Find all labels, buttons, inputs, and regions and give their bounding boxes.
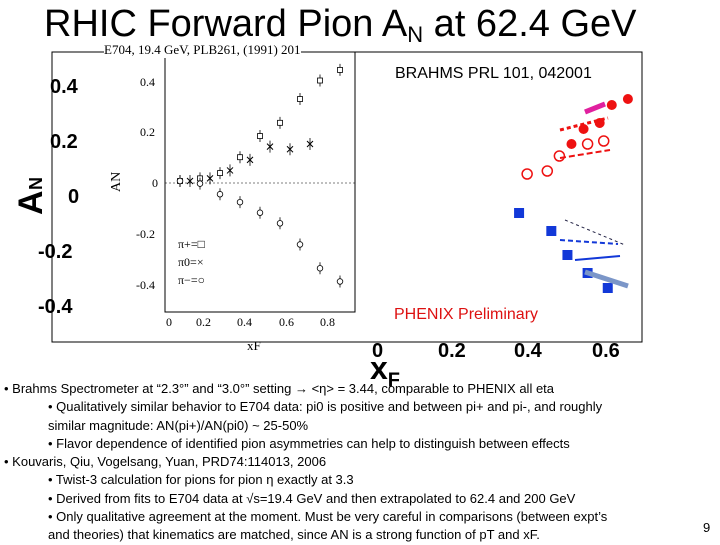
- inset-x-ticks: 0 0.2 0.4 0.6 0.8: [166, 315, 335, 329]
- inset-data-point: [336, 278, 344, 285]
- inset-data-point: [306, 140, 314, 148]
- inset-data-point: [337, 67, 343, 73]
- inset-ytick: 0.4: [140, 75, 155, 89]
- inset-data-point: [236, 198, 244, 206]
- main-xtick: 0.4: [514, 340, 543, 362]
- inset-data-point: [317, 77, 323, 84]
- inset-ytick: -0.2: [136, 227, 155, 241]
- inset-ytick: 0.2: [140, 125, 155, 139]
- svg-text:A: A: [12, 190, 50, 215]
- inset-data-point: [277, 119, 283, 126]
- brahms-annotation: BRAHMS PRL 101, 042001: [395, 65, 592, 82]
- note-line: • Twist-3 calculation for pions for pion…: [48, 472, 354, 488]
- inset-data-point: [206, 175, 214, 182]
- inset-plot-frame: [164, 51, 356, 313]
- main-ytick: -0.2: [38, 241, 72, 263]
- theory-curves: [559, 101, 629, 289]
- main-data-point: [521, 168, 533, 180]
- main-ytick: 0.4: [50, 76, 79, 98]
- inset-xtick: 0.8: [320, 315, 335, 329]
- main-ytick: 0: [68, 186, 79, 208]
- main-data-point: [581, 138, 594, 150]
- main-xtick: 0: [372, 340, 383, 362]
- main-data-point: [622, 94, 633, 104]
- inset-data-point: [256, 209, 264, 216]
- inset-legend-item: π+=□: [178, 237, 205, 251]
- main-data-point: [597, 135, 610, 147]
- inset-data-point: [286, 145, 294, 153]
- inset-data-point: [237, 154, 243, 161]
- main-data-point: [541, 165, 554, 177]
- note-line: • Kouvaris, Qiu, Vogelsang, Yuan, PRD74:…: [4, 454, 327, 470]
- inset-data-point: [297, 96, 303, 102]
- main-xtick: 0.6: [592, 340, 620, 362]
- notes: • Brahms Spectrometer at “2.3°” and “3.0…: [4, 380, 704, 545]
- note-line: • Derived from fits to E704 data at √s=1…: [48, 490, 576, 506]
- main-data-point: [553, 150, 566, 162]
- inset-xtick: 0.6: [279, 315, 294, 329]
- inset-ytick: -0.4: [136, 278, 155, 292]
- svg-text:N: N: [26, 177, 46, 190]
- inset-xtick: 0.2: [196, 315, 211, 329]
- inset-legend-item: π−=○: [178, 273, 205, 287]
- note-line: • Brahms Spectrometer at “2.3°” and “3.0…: [4, 381, 555, 396]
- inset-y-ticks: 0.4 0.2 0 -0.2 -0.4: [136, 75, 158, 292]
- inset-data-point: [226, 167, 234, 174]
- inset-y-label: AN: [109, 172, 124, 192]
- main-ytick: 0.2: [50, 131, 78, 153]
- inset-data-point: [246, 156, 254, 164]
- inset-data-point: [176, 177, 184, 185]
- note-line: • Only qualitative agreement at the mome…: [48, 509, 608, 525]
- main-data-point: [546, 226, 557, 236]
- main-ytick: -0.4: [38, 296, 73, 318]
- inset-data-point: [266, 143, 274, 150]
- note-line: and theories) that kinematics are matche…: [48, 527, 540, 543]
- inset-data-point: [196, 180, 204, 187]
- combined-plot: 0.4 0.2 0 -0.2 -0.4 A N 0 0.2 0.4 0.6 0.…: [12, 51, 643, 362]
- inset-data-point: [186, 177, 194, 185]
- inset-legend-item: π0=×: [178, 255, 204, 269]
- main-y-label: A N: [12, 177, 50, 215]
- main-data-point: [606, 100, 617, 110]
- note-line: • Flavor dependence of identified pion a…: [48, 435, 570, 451]
- main-data-point: [578, 124, 589, 134]
- inset-xtick: 0: [166, 315, 172, 329]
- main-x-ticks: 0 0.2 0.4 0.6: [372, 340, 620, 362]
- main-x-label: xF: [370, 350, 401, 392]
- main-marks: [514, 94, 633, 293]
- inset-data-point: [217, 170, 223, 176]
- inset-data-point: [216, 191, 224, 198]
- main-xtick: 0.2: [438, 340, 466, 362]
- note-line: • Qualitatively similar behavior to E704…: [48, 399, 603, 415]
- inset-data-point: [316, 265, 324, 272]
- main-data-point: [566, 139, 577, 149]
- note-line: similar magnitude: AN(pi+)/AN(pi0) ~ 25-…: [48, 417, 309, 433]
- page-number: 9: [703, 520, 711, 535]
- inset-legend: π+=□ π0=× π−=○: [178, 237, 205, 287]
- main-data-point: [602, 283, 613, 293]
- slide-title: RHIC Forward Pion AN at 62.4 GeV: [44, 3, 637, 47]
- inset-data-point: [296, 241, 304, 248]
- inset-caption: E704, 19.4 GeV, PLB261, (1991) 201: [104, 42, 301, 58]
- inset-xtick: 0.4: [237, 315, 252, 329]
- inset-marks: [176, 63, 344, 288]
- inset-data-point: [257, 133, 263, 139]
- inset-x-label: xF: [247, 338, 261, 353]
- inset-data-point: [276, 220, 284, 227]
- inset-ytick: 0: [152, 176, 158, 190]
- main-data-point: [562, 250, 573, 260]
- main-data-point: [514, 208, 525, 218]
- main-y-ticks: 0.4 0.2 0 -0.2 -0.4: [38, 76, 79, 318]
- phenix-annotation: PHENIX Preliminary: [394, 306, 538, 323]
